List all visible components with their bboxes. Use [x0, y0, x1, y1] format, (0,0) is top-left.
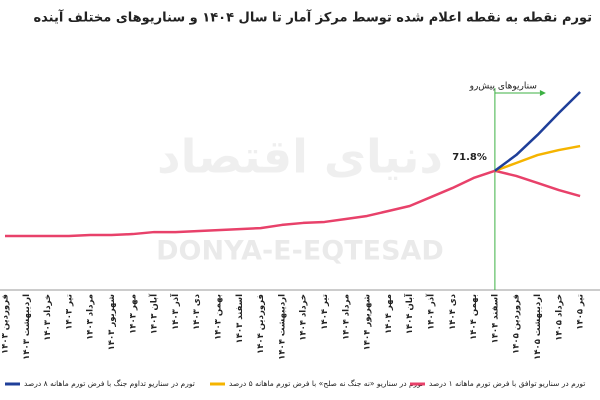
x-tick-label: مرداد ۱۴۰۴: [341, 294, 351, 340]
legend-label: تورم در سناریو تداوم جنگ با فرض تورم ماه…: [24, 379, 195, 388]
x-tick-label: مهر ۱۴۰۳: [128, 294, 138, 334]
x-tick-label: شهریور ۱۴۰۴: [363, 294, 373, 350]
x-tick-label: مرداد ۱۴۰۳: [86, 294, 96, 340]
value-label: 71.8%: [452, 152, 487, 163]
x-tick-label: فروردین ۱۴۰۴: [256, 294, 266, 354]
x-tick-label: آبان ۱۴۰۳: [148, 293, 160, 334]
x-tick-label: آذر ۱۴۰۴: [425, 293, 437, 330]
x-tick-label: خرداد ۱۴۰۵: [554, 294, 564, 341]
x-tick-label: اسفند ۱۴۰۴: [490, 294, 500, 344]
x-tick-label: شهریور ۱۴۰۳: [107, 294, 117, 350]
x-tick-label: آبان ۱۴۰۴: [403, 293, 415, 334]
x-tick-label: آذر ۱۴۰۳: [169, 293, 181, 330]
x-tick-label: اردیبهشت ۱۴۰۴: [277, 294, 287, 360]
x-tick-label: فروردین ۱۴۰۵: [512, 294, 522, 354]
arrow-head: [539, 90, 546, 96]
x-tick-label: مهر ۱۴۰۴: [384, 294, 394, 334]
x-tick-label: فروردین ۱۴۰۳: [1, 294, 11, 354]
chart-title: تورم نقطه به نقطه اعلام شده توسط مرکز آم…: [33, 9, 592, 26]
x-tick-label: تیر ۱۴۰۳: [64, 294, 74, 330]
series-line: [5, 169, 581, 238]
series-line: [494, 144, 581, 172]
x-tick-label: تیر ۱۴۰۴: [320, 294, 330, 330]
x-tick-label: اردیبهشت ۱۴۰۳: [22, 294, 32, 360]
legend-label: تورم در سناریو «نه جنگ نه صلح» با فرض تو…: [229, 379, 423, 388]
x-tick-label: خرداد ۱۴۰۴: [299, 294, 309, 341]
x-tick-label: دی ۱۴۰۴: [448, 293, 458, 330]
x-tick-label: دی ۱۴۰۳: [192, 293, 202, 330]
x-tick-label: بهمن ۱۴۰۴: [469, 294, 479, 340]
logo: دنیای اقتصاد: [157, 130, 443, 184]
x-tick-label: اسفند ۱۴۰۳: [235, 294, 245, 344]
x-tick-label: تیر ۱۴۰۵: [576, 294, 586, 330]
x-tick-label: خرداد ۱۴۰۳: [43, 294, 53, 341]
series-line: [494, 91, 581, 172]
x-tick-label: اردیبهشت ۱۴۰۵: [533, 294, 543, 360]
legend-label: تورم در سناریو توافق با فرض تورم ماهانه …: [429, 379, 585, 388]
x-tick-label: بهمن ۱۴۰۳: [214, 294, 224, 340]
annotation: سناریوهای پیش‌رو: [469, 82, 537, 92]
watermark: DONYA-E-EQTESAD: [156, 236, 444, 267]
